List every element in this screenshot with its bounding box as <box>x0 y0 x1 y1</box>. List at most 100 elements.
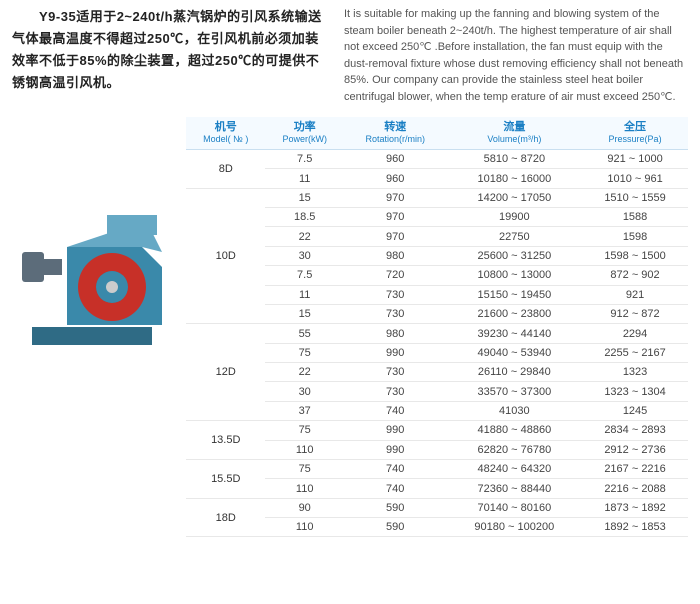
data-cell: 872 ~ 902 <box>582 266 688 285</box>
spec-table-column: 机号Model( № )功率Power(kW)转速Rotation(r/min)… <box>186 117 688 537</box>
data-cell: 15 <box>265 188 343 207</box>
chinese-description: Y9-35适用于2~240t/h蒸汽锅炉的引风系统输送气体最高温度不得超过250… <box>12 6 322 105</box>
data-cell: 10180 ~ 16000 <box>447 169 583 188</box>
data-cell: 75 <box>265 343 343 362</box>
data-cell: 90180 ~ 100200 <box>447 518 583 537</box>
table-row: 15.5D7574048240 ~ 643202167 ~ 2216 <box>186 459 688 478</box>
data-cell: 1598 <box>582 227 688 246</box>
data-cell: 30 <box>265 246 343 265</box>
data-cell: 2294 <box>582 324 688 343</box>
data-cell: 1510 ~ 1559 <box>582 188 688 207</box>
data-cell: 37 <box>265 401 343 420</box>
data-cell: 49040 ~ 53940 <box>447 343 583 362</box>
data-cell: 970 <box>344 208 447 227</box>
data-cell: 720 <box>344 266 447 285</box>
data-cell: 7.5 <box>265 149 343 168</box>
model-cell: 18D <box>186 498 265 537</box>
data-cell: 2834 ~ 2893 <box>582 421 688 440</box>
model-cell: 13.5D <box>186 421 265 460</box>
data-cell: 740 <box>344 479 447 498</box>
data-cell: 1323 <box>582 363 688 382</box>
content-row: 机号Model( № )功率Power(kW)转速Rotation(r/min)… <box>0 109 700 537</box>
spec-table-body: 8D7.59605810 ~ 8720921 ~ 10001196010180 … <box>186 149 688 537</box>
model-cell: 8D <box>186 149 265 188</box>
data-cell: 110 <box>265 440 343 459</box>
col-header: 转速Rotation(r/min) <box>344 117 447 149</box>
data-cell: 90 <box>265 498 343 517</box>
data-cell: 10800 ~ 13000 <box>447 266 583 285</box>
data-cell: 970 <box>344 188 447 207</box>
data-cell: 980 <box>344 246 447 265</box>
data-cell: 2167 ~ 2216 <box>582 459 688 478</box>
data-cell: 730 <box>344 382 447 401</box>
data-cell: 22750 <box>447 227 583 246</box>
spec-table-header: 机号Model( № )功率Power(kW)转速Rotation(r/min)… <box>186 117 688 149</box>
col-header: 全压Pressure(Pa) <box>582 117 688 149</box>
data-cell: 21600 ~ 23800 <box>447 304 583 323</box>
data-cell: 7.5 <box>265 266 343 285</box>
data-cell: 39230 ~ 44140 <box>447 324 583 343</box>
english-description: It is suitable for making up the fanning… <box>344 6 688 105</box>
table-row: 8D7.59605810 ~ 8720921 ~ 1000 <box>186 149 688 168</box>
table-row: 13.5D7599041880 ~ 488602834 ~ 2893 <box>186 421 688 440</box>
data-cell: 1588 <box>582 208 688 227</box>
product-image-column <box>12 117 172 537</box>
data-cell: 960 <box>344 169 447 188</box>
data-cell: 980 <box>344 324 447 343</box>
spec-table: 机号Model( № )功率Power(kW)转速Rotation(r/min)… <box>186 117 688 537</box>
data-cell: 740 <box>344 401 447 420</box>
data-cell: 62820 ~ 76780 <box>447 440 583 459</box>
description-row: Y9-35适用于2~240t/h蒸汽锅炉的引风系统输送气体最高温度不得超过250… <box>0 0 700 109</box>
data-cell: 730 <box>344 285 447 304</box>
col-header: 机号Model( № ) <box>186 117 265 149</box>
data-cell: 1323 ~ 1304 <box>582 382 688 401</box>
data-cell: 15150 ~ 19450 <box>447 285 583 304</box>
model-cell: 15.5D <box>186 459 265 498</box>
table-row: 12D5598039230 ~ 441402294 <box>186 324 688 343</box>
table-row: 10D1597014200 ~ 170501510 ~ 1559 <box>186 188 688 207</box>
data-cell: 72360 ~ 88440 <box>447 479 583 498</box>
data-cell: 5810 ~ 8720 <box>447 149 583 168</box>
data-cell: 33570 ~ 37300 <box>447 382 583 401</box>
data-cell: 55 <box>265 324 343 343</box>
data-cell: 14200 ~ 17050 <box>447 188 583 207</box>
data-cell: 2255 ~ 2167 <box>582 343 688 362</box>
data-cell: 70140 ~ 80160 <box>447 498 583 517</box>
data-cell: 11 <box>265 169 343 188</box>
model-cell: 12D <box>186 324 265 421</box>
col-header: 流量Volume(m³/h) <box>447 117 583 149</box>
data-cell: 18.5 <box>265 208 343 227</box>
data-cell: 1892 ~ 1853 <box>582 518 688 537</box>
data-cell: 22 <box>265 227 343 246</box>
data-cell: 11 <box>265 285 343 304</box>
data-cell: 25600 ~ 31250 <box>447 246 583 265</box>
model-cell: 10D <box>186 188 265 324</box>
data-cell: 990 <box>344 343 447 362</box>
data-cell: 960 <box>344 149 447 168</box>
table-row: 18D9059070140 ~ 801601873 ~ 1892 <box>186 498 688 517</box>
data-cell: 15 <box>265 304 343 323</box>
data-cell: 1873 ~ 1892 <box>582 498 688 517</box>
data-cell: 730 <box>344 304 447 323</box>
data-cell: 2912 ~ 2736 <box>582 440 688 459</box>
data-cell: 730 <box>344 363 447 382</box>
fan-blower-illustration <box>12 197 172 357</box>
data-cell: 1245 <box>582 401 688 420</box>
data-cell: 990 <box>344 440 447 459</box>
data-cell: 921 <box>582 285 688 304</box>
data-cell: 26110 ~ 29840 <box>447 363 583 382</box>
data-cell: 970 <box>344 227 447 246</box>
data-cell: 48240 ~ 64320 <box>447 459 583 478</box>
data-cell: 41030 <box>447 401 583 420</box>
data-cell: 41880 ~ 48860 <box>447 421 583 440</box>
data-cell: 912 ~ 872 <box>582 304 688 323</box>
col-header: 功率Power(kW) <box>265 117 343 149</box>
data-cell: 2216 ~ 2088 <box>582 479 688 498</box>
data-cell: 1010 ~ 961 <box>582 169 688 188</box>
data-cell: 921 ~ 1000 <box>582 149 688 168</box>
data-cell: 30 <box>265 382 343 401</box>
data-cell: 75 <box>265 421 343 440</box>
data-cell: 1598 ~ 1500 <box>582 246 688 265</box>
data-cell: 590 <box>344 498 447 517</box>
data-cell: 22 <box>265 363 343 382</box>
